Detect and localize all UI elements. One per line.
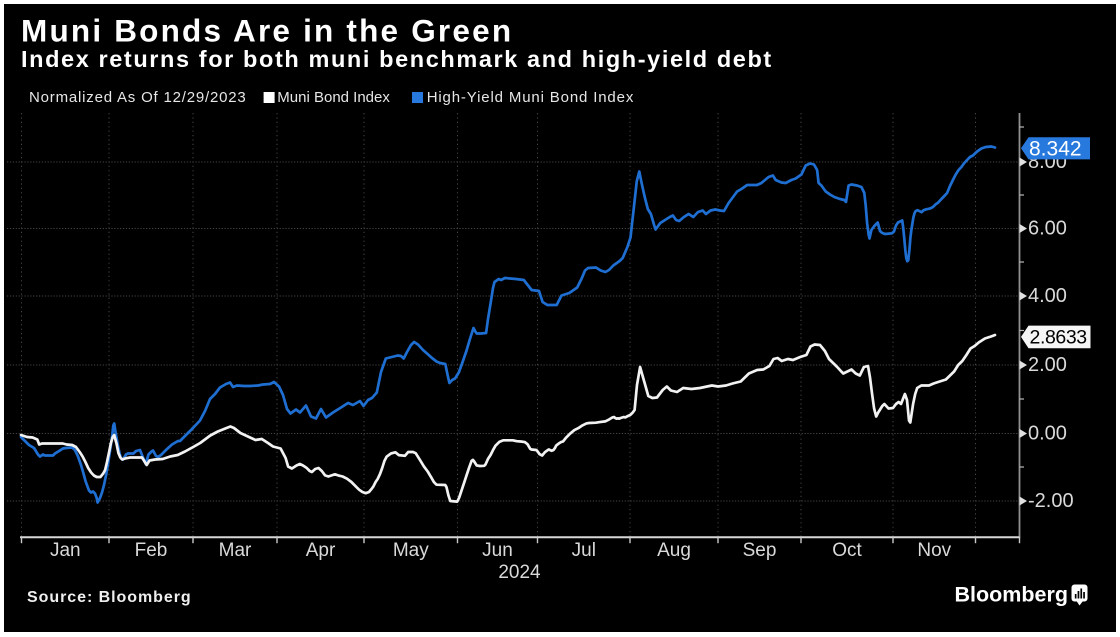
svg-text:High-Yield Muni Bond Index: High-Yield Muni Bond Index [427, 89, 634, 106]
svg-text:2.00: 2.00 [1028, 354, 1067, 376]
svg-text:Bloomberg: Bloomberg [955, 583, 1068, 607]
svg-text:Source: Bloomberg: Source: Bloomberg [27, 589, 192, 606]
svg-text:2024: 2024 [498, 562, 541, 583]
svg-text:Nov: Nov [917, 540, 951, 561]
svg-text:May: May [393, 540, 429, 561]
svg-text:Apr: Apr [306, 540, 336, 561]
svg-text:Jul: Jul [572, 540, 596, 561]
svg-text:Normalized As Of 12/29/2023: Normalized As Of 12/29/2023 [29, 89, 247, 106]
svg-text:Sep: Sep [743, 540, 777, 561]
svg-text:Feb: Feb [135, 540, 168, 561]
svg-text:Jun: Jun [482, 540, 513, 561]
svg-text:4.00: 4.00 [1028, 285, 1067, 307]
svg-text:8.342: 8.342 [1029, 137, 1082, 160]
svg-text:Mar: Mar [219, 540, 252, 561]
svg-text:Muni Bond Index: Muni Bond Index [277, 89, 390, 106]
svg-text:0.00: 0.00 [1028, 423, 1067, 445]
svg-text:Aug: Aug [657, 540, 691, 561]
svg-text:2.8633: 2.8633 [1030, 327, 1087, 349]
svg-text:Oct: Oct [832, 540, 862, 561]
svg-text:Muni Bonds Are in the Green: Muni Bonds Are in the Green [21, 13, 513, 49]
svg-text:-2.00: -2.00 [1028, 490, 1074, 512]
svg-text:Index returns for both muni be: Index returns for both muni benchmark an… [21, 46, 773, 72]
svg-text:6.00: 6.00 [1028, 218, 1067, 240]
svg-text:Jan: Jan [50, 540, 81, 561]
